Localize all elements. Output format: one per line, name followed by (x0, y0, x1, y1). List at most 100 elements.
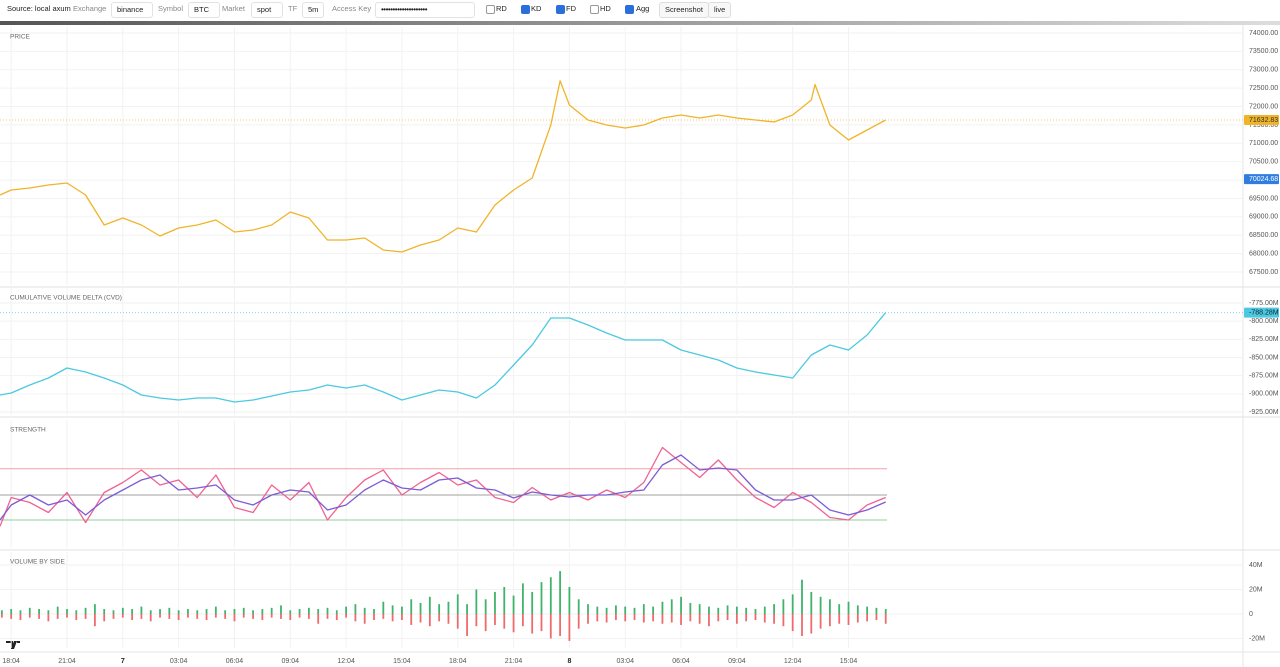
x-tick-label: 21:04 (505, 658, 523, 665)
volume-bar (307, 613, 310, 619)
volume-bar (84, 613, 87, 619)
volume-bar (447, 613, 450, 624)
volume-bar (587, 613, 589, 624)
volume-bar (829, 613, 831, 627)
volume-bar (475, 613, 478, 627)
volume-bar (568, 587, 571, 614)
volume-bar (456, 613, 459, 629)
panel-title: VOLUME BY SIDE (10, 559, 65, 566)
volume-bar (866, 613, 869, 622)
volume-bar (317, 609, 320, 614)
volume-bar (261, 613, 264, 621)
y-tick-label: -850.00M (1249, 354, 1279, 361)
source: Source: local axum (7, 4, 71, 13)
y-tick-label: -875.00M (1249, 373, 1279, 380)
volume-bar (875, 607, 878, 614)
y-tick-label: 69500.00 (1249, 195, 1278, 202)
volume-bar (735, 606, 738, 614)
volume-bar (187, 609, 189, 614)
volume-bar (326, 613, 329, 619)
volume-bar (391, 605, 394, 614)
volume-bar (317, 613, 320, 624)
volume-bar (642, 604, 645, 614)
data-line (0, 454, 886, 521)
volume-bar (56, 606, 59, 614)
volume-bar (19, 613, 22, 621)
volume-bar (810, 591, 813, 614)
volume-bar (484, 599, 487, 614)
volume-bar (605, 613, 608, 623)
volume-bar (763, 606, 766, 614)
checkbox[interactable] (625, 5, 634, 14)
volume-bar (112, 613, 115, 619)
volume-bar (624, 613, 627, 622)
volume-bar (382, 613, 385, 619)
button[interactable]: live (708, 2, 732, 18)
y-tick-label: -925.00M (1249, 409, 1279, 416)
field-input[interactable]: •••••••••••••••••••• (375, 2, 475, 18)
volume-bar (494, 591, 496, 614)
volume-bar (838, 613, 841, 624)
volume-bar (596, 613, 599, 622)
volume-bar (335, 613, 338, 621)
checkbox[interactable] (556, 5, 565, 14)
volume-bar (382, 601, 385, 614)
field-label: TF (288, 4, 298, 13)
volume-bar (596, 606, 599, 614)
volume-bar (726, 613, 729, 621)
volume-bar (428, 613, 431, 627)
checkbox[interactable] (521, 5, 530, 14)
volume-bar (354, 613, 357, 622)
x-tick-label: 12:04 (784, 658, 802, 665)
volume-bar (549, 577, 552, 614)
logo (6, 641, 20, 649)
field-input[interactable]: BTC (188, 2, 220, 18)
volume-bar (103, 609, 106, 614)
field-label: Access Key (332, 4, 372, 13)
volume-bar (10, 613, 13, 619)
volume-bar (121, 613, 124, 618)
panel-title: CUMULATIVE VOLUME DELTA (CVD) (10, 295, 122, 302)
checkbox-label: RD (496, 4, 507, 13)
y-tick-label: 70500.00 (1249, 159, 1278, 166)
volume-bar (531, 613, 534, 634)
y-tick-label: -825.00M (1249, 336, 1279, 343)
volume-bar (829, 599, 831, 614)
volume-bar (131, 609, 134, 614)
volume-bar (410, 599, 413, 614)
volume-bar (782, 613, 785, 627)
volume-bar (791, 613, 794, 632)
y-tick-label: 72000.00 (1249, 103, 1278, 110)
volume-bar (149, 613, 152, 622)
volume-bar (335, 610, 338, 614)
y-tick-label: 68500.00 (1249, 232, 1278, 239)
volume-bar (373, 609, 375, 614)
volume-bar (577, 613, 580, 629)
checkbox[interactable] (590, 5, 599, 14)
volume-bar (866, 606, 869, 614)
volume-bar (801, 613, 803, 636)
volume-bar (447, 601, 450, 614)
checkbox[interactable] (486, 5, 495, 14)
panel-title: PRICE (10, 34, 31, 41)
volume-bar (0, 613, 3, 618)
volume-bar (103, 613, 106, 622)
field-input[interactable]: 5m (302, 2, 324, 18)
x-tick-label: 03:04 (170, 658, 188, 665)
volume-bar (661, 601, 664, 614)
volume-bar (838, 604, 841, 614)
volume-bar (270, 607, 273, 614)
volume-bar (289, 610, 292, 614)
volume-bar (261, 609, 264, 614)
volume-bar (28, 607, 31, 614)
checkbox-label: Agg (636, 4, 650, 13)
field-input[interactable]: spot (251, 2, 283, 18)
x-tick-label: 18:04 (449, 658, 467, 665)
volume-bar (540, 613, 543, 632)
y-tick-label: 67500.00 (1249, 269, 1278, 276)
volume-bar (298, 609, 301, 614)
field-input[interactable]: binance (111, 2, 153, 18)
volume-bar (131, 613, 134, 621)
